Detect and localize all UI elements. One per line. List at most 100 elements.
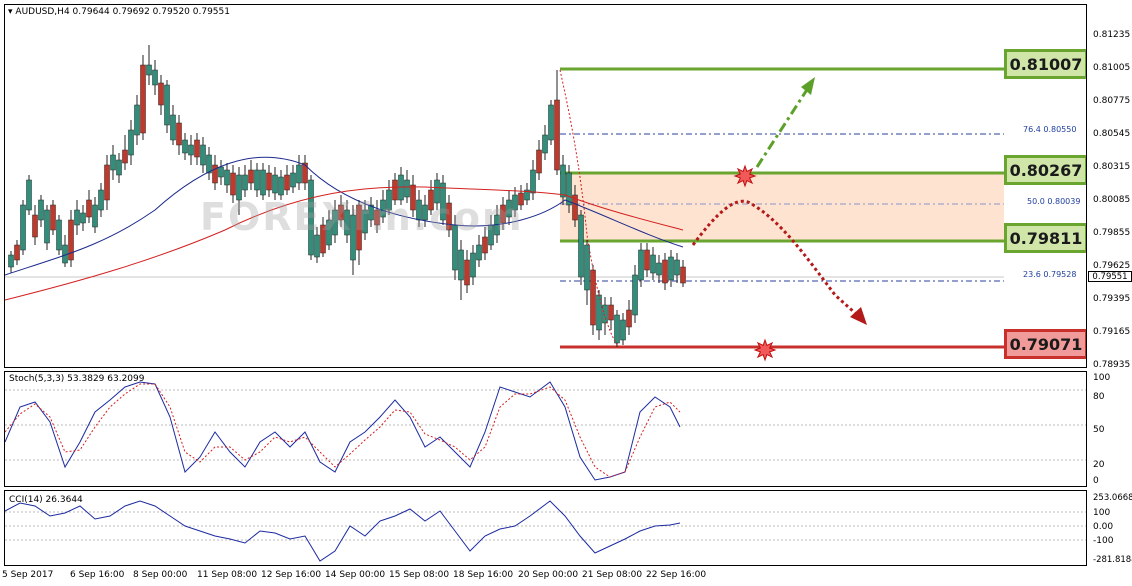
candle-body: [578, 214, 584, 278]
chart-title: ▾ AUDUSD,H4 0.79644 0.79692 0.79520 0.79…: [8, 7, 230, 17]
candle-body: [500, 204, 506, 224]
candle-body: [260, 169, 266, 196]
candle-body: [380, 199, 386, 218]
candle-body: [398, 174, 404, 201]
candle-body: [212, 164, 218, 184]
candle-body: [230, 172, 236, 196]
candle-body: [338, 204, 344, 221]
price-axis-label: 0.81235: [1093, 30, 1131, 40]
candle-body: [14, 244, 20, 261]
candle-body: [32, 214, 38, 238]
candle-body: [434, 179, 440, 204]
candle-body: [296, 164, 302, 184]
cci-canvas[interactable]: [5, 491, 1087, 566]
stoch-title: Stoch(5,3,3) 53.3829 63.2099: [9, 374, 145, 384]
price-axis-label: 0.80545: [1093, 129, 1131, 139]
stoch-axis-20: 20: [1093, 460, 1105, 470]
chart-title-text: AUDUSD,H4 0.79644 0.79692 0.79520 0.7955…: [15, 7, 230, 17]
price-axis-label: 0.79625: [1093, 261, 1131, 271]
date-label: 22 Sep 16:00: [646, 570, 707, 580]
price-axis-label: 0.79165: [1093, 327, 1131, 337]
candle-body: [68, 219, 74, 261]
candle-body: [644, 249, 650, 271]
candle-body: [38, 199, 44, 221]
price-axis-label: 0.81005: [1093, 63, 1131, 73]
candle-body: [26, 179, 32, 211]
fib-trend-line: [559, 69, 618, 346]
candle-body: [524, 189, 530, 201]
candle-body: [680, 266, 686, 284]
candle-body: [74, 209, 80, 226]
candle-body: [584, 244, 590, 291]
candle-body: [602, 304, 608, 324]
level-box-s2: 0.79071: [1004, 329, 1086, 359]
candle-body: [110, 154, 116, 171]
candle-body: [440, 182, 446, 221]
cci-axis-min: -281.8184: [1093, 555, 1132, 565]
candle-body: [20, 204, 26, 251]
candle-body: [542, 134, 548, 154]
candle-body: [428, 189, 434, 211]
cci-axis-100: 100: [1093, 508, 1111, 518]
candle-body: [302, 162, 308, 184]
candle-body: [242, 174, 248, 191]
level-box-r2: 0.81007: [1004, 49, 1086, 79]
candle-body: [368, 204, 374, 221]
arrowhead-up-icon: [801, 77, 815, 95]
candle-body: [674, 259, 680, 276]
candle-body: [122, 149, 128, 164]
candle-body: [518, 192, 524, 206]
date-label: 21 Sep 08:00: [582, 570, 643, 580]
candle-body: [332, 209, 338, 236]
level-box-s1: 0.79811: [1004, 223, 1086, 253]
candle-body: [104, 164, 110, 201]
candle-body: [374, 209, 380, 226]
watermark: FOREXfm.com: [200, 195, 524, 239]
bearish-projection-arrow: [691, 199, 857, 315]
cci-title: CCI(14) 26.3644: [9, 495, 83, 505]
stoch-axis-80: 80: [1093, 392, 1105, 402]
stochastic-pane[interactable]: Stoch(5,3,3) 53.3829 63.2099: [4, 371, 1087, 487]
candle-body: [56, 219, 62, 251]
cci-pane[interactable]: CCI(14) 26.3644: [4, 490, 1087, 566]
candle-body: [548, 104, 554, 141]
candle-body: [278, 176, 284, 196]
candle-body: [356, 204, 362, 251]
candle-body: [86, 199, 92, 218]
price-axis-label: 0.79855: [1093, 228, 1131, 238]
price-axis-label: 0.79395: [1093, 294, 1131, 304]
candle-body: [218, 166, 224, 178]
candle-body: [308, 179, 314, 256]
current-price-tag: 0.79551: [1088, 271, 1132, 282]
candle-body: [482, 236, 488, 254]
candle-body: [386, 189, 392, 211]
candle-body: [344, 209, 350, 236]
candle-body: [92, 204, 98, 228]
candle-body: [614, 314, 620, 344]
dropdown-triangle-icon[interactable]: ▾: [8, 7, 13, 17]
fib-label-50: 50.0 0.80039: [1027, 197, 1081, 206]
candle-body: [362, 209, 368, 234]
date-label: 15 Sep 08:00: [389, 570, 450, 580]
cci-axis-minus100: -100: [1093, 536, 1114, 546]
candle-body: [146, 64, 152, 76]
fib-label-76: 76.4 0.80550: [1023, 125, 1077, 134]
resistance-zone: [560, 173, 1004, 241]
candle-body: [182, 139, 188, 154]
date-label: 11 Sep 08:00: [197, 570, 258, 580]
candle-body: [266, 172, 272, 191]
candle-body: [512, 194, 518, 211]
candle-body: [44, 209, 50, 244]
candle-body: [620, 319, 626, 341]
candle-body: [272, 174, 278, 194]
price-chart-pane[interactable]: FOREXfm.com ▾ AUDUSD,H4 0.79644 0.79692 …: [4, 4, 1087, 368]
candle-body: [224, 169, 230, 186]
date-label: 8 Sep 00:00: [133, 570, 188, 580]
candle-body: [560, 164, 566, 198]
candle-body: [194, 139, 200, 158]
date-label: 12 Sep 16:00: [261, 570, 322, 580]
candle-body: [164, 84, 170, 126]
stochastic-canvas[interactable]: [5, 372, 1087, 487]
price-axis-label: 0.78935: [1093, 360, 1131, 370]
price-chart-canvas[interactable]: [5, 5, 1087, 368]
